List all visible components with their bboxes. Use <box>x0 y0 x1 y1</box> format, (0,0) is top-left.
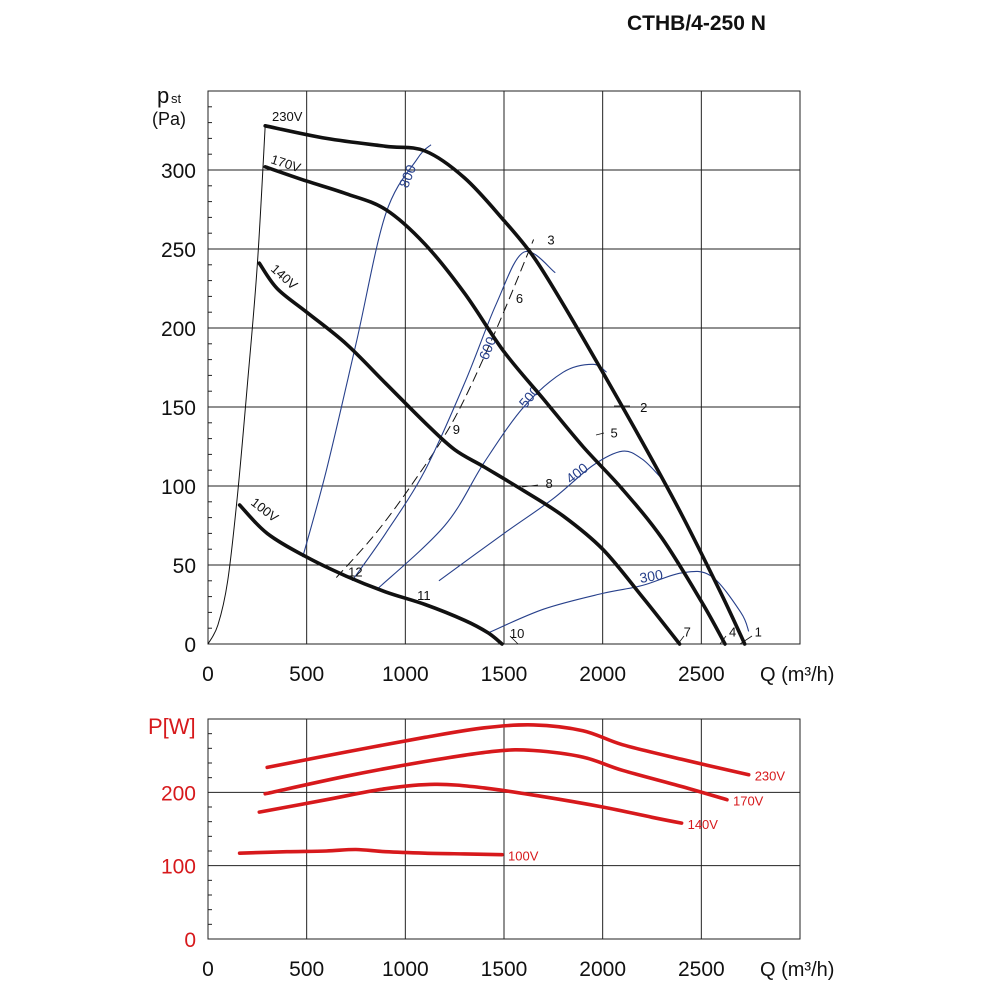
fan-curve-label: 230V <box>272 109 303 124</box>
system-curve <box>207 125 266 645</box>
efficiency-curve-500 <box>377 363 607 590</box>
y-tick-label: 300 <box>161 160 196 183</box>
y-tick-label: 100 <box>161 856 196 879</box>
efficiency-label: 300 <box>638 566 664 586</box>
power-curve-label: 100V <box>508 849 539 864</box>
operating-point-label: 1 <box>755 624 762 639</box>
x-tick-label: 1000 <box>382 958 429 981</box>
fan-curve-230v <box>263 124 747 646</box>
operating-point-label: 10 <box>510 626 524 641</box>
x-tick-label: 500 <box>289 663 324 686</box>
x-tick-label: 1000 <box>382 663 429 686</box>
y-tick-label: 50 <box>173 555 196 578</box>
power-curve-100v <box>237 847 504 857</box>
chart-title: CTHB/4-250 N <box>627 12 766 35</box>
y-tick-label: 200 <box>161 782 196 805</box>
label-leader-line <box>509 635 519 645</box>
y-tick-label: 150 <box>161 397 196 420</box>
operating-point-label: 2 <box>640 400 647 415</box>
power-curve-170v <box>263 748 729 802</box>
y-axis-label-subscript: st <box>171 91 182 106</box>
pressure-chart: 0 50 100 150 200 250 300 0 500 1000 1500 2000 2500 p s… <box>152 83 834 686</box>
x-tick-label: 1500 <box>481 663 528 686</box>
efficiency-curve-800 <box>302 144 432 558</box>
y-tick-label: 0 <box>184 634 196 657</box>
power-curve-230v <box>265 722 751 777</box>
x-tick-label: 2000 <box>579 663 626 686</box>
operating-point-label: 7 <box>684 624 691 639</box>
x-tick-label: 1500 <box>481 958 528 981</box>
x-tick-label: 2500 <box>678 663 725 686</box>
fan-curve-100v <box>237 503 504 646</box>
label-leader-line <box>595 432 605 436</box>
power-curve-label: 230V <box>755 769 786 784</box>
y-tick-label: 200 <box>161 318 196 341</box>
x-tick-label: 2000 <box>579 958 626 981</box>
y-axis-label: p <box>157 83 169 108</box>
efficiency-curve-300 <box>487 570 750 634</box>
y-tick-label: 100 <box>161 476 196 499</box>
efficiency-label: 800 <box>396 162 420 190</box>
y-tick-label: 250 <box>161 239 196 262</box>
y-axis-label: P[W] <box>148 714 196 739</box>
power-curve-label: 170V <box>733 794 764 809</box>
efficiency-curve-600 <box>351 250 556 582</box>
y-tick-label: 0 <box>184 929 196 952</box>
operating-point-label: 4 <box>729 624 736 639</box>
operating-point-label: 12 <box>348 564 362 579</box>
label-leader-line <box>719 635 727 645</box>
system-curve-dashed <box>335 239 535 578</box>
x-axis-label: Q (m³/h) <box>760 959 834 981</box>
operating-point-label: 11 <box>417 588 431 603</box>
fan-curve-170v <box>263 165 727 646</box>
fan-curve-label: 140V <box>268 261 301 293</box>
y-axis-unit: (Pa) <box>152 109 186 129</box>
x-tick-label: 0 <box>202 663 214 686</box>
efficiency-curve-400 <box>438 450 661 582</box>
x-tick-label: 500 <box>289 958 324 981</box>
x-tick-label: 2500 <box>678 958 725 981</box>
power-curve-label: 140V <box>688 817 719 832</box>
label-leader-line <box>739 635 753 645</box>
operating-point-label: 3 <box>547 233 554 248</box>
operating-point-label: 6 <box>516 291 523 306</box>
operating-point-label: 5 <box>611 425 618 440</box>
operating-point-label: 9 <box>453 422 460 437</box>
efficiency-label: 400 <box>563 459 591 486</box>
power-curve-140v <box>257 782 684 825</box>
operating-point-label: 8 <box>545 476 552 491</box>
x-tick-label: 0 <box>202 958 214 981</box>
label-leader-line <box>521 484 539 488</box>
x-axis-label: Q (m³/h) <box>760 664 834 686</box>
fan-curve-140v <box>257 261 682 646</box>
label-leader-line <box>677 635 685 645</box>
